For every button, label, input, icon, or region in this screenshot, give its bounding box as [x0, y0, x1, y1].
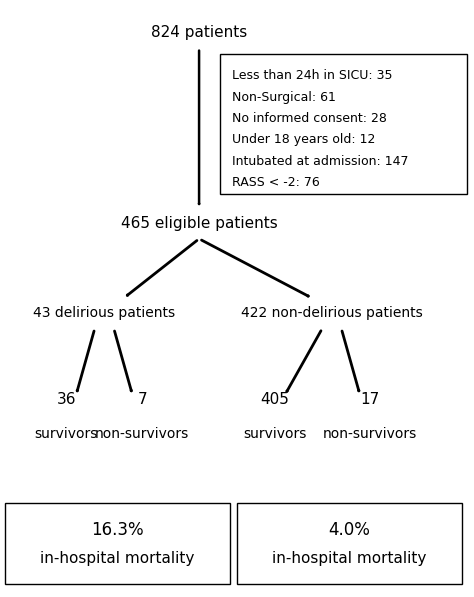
Text: 824 patients: 824 patients: [151, 25, 247, 41]
FancyBboxPatch shape: [5, 503, 230, 584]
Text: non-survivors: non-survivors: [323, 427, 417, 441]
Text: 465 eligible patients: 465 eligible patients: [121, 216, 277, 232]
Text: Under 18 years old: 12: Under 18 years old: 12: [232, 133, 375, 146]
Text: 4.0%: 4.0%: [328, 521, 371, 539]
Text: 405: 405: [261, 392, 289, 408]
Text: Less than 24h in SICU: 35: Less than 24h in SICU: 35: [232, 69, 393, 82]
Text: No informed consent: 28: No informed consent: 28: [232, 112, 387, 125]
Text: 7: 7: [137, 392, 147, 408]
Text: survivors: survivors: [243, 427, 307, 441]
FancyBboxPatch shape: [220, 54, 467, 194]
Text: 422 non-delirious patients: 422 non-delirious patients: [241, 306, 423, 321]
Text: in-hospital mortality: in-hospital mortality: [40, 550, 194, 566]
Text: 43 delirious patients: 43 delirious patients: [33, 306, 175, 321]
Text: 17: 17: [360, 392, 379, 408]
Text: in-hospital mortality: in-hospital mortality: [273, 550, 427, 566]
Text: 36: 36: [56, 392, 76, 408]
Text: Intubated at admission: 147: Intubated at admission: 147: [232, 155, 409, 168]
Text: survivors: survivors: [35, 427, 98, 441]
FancyBboxPatch shape: [237, 503, 462, 584]
Text: Non-Surgical: 61: Non-Surgical: 61: [232, 91, 336, 104]
Text: RASS < -2: 76: RASS < -2: 76: [232, 176, 320, 189]
Text: 16.3%: 16.3%: [91, 521, 144, 539]
Text: non-survivors: non-survivors: [95, 427, 189, 441]
